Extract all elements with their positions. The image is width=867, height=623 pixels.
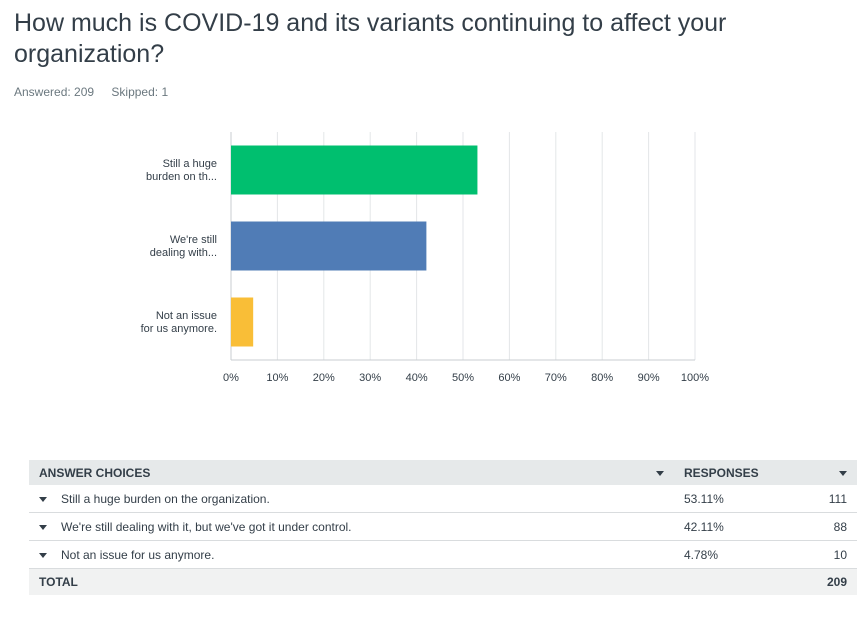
answer-table: ANSWER CHOICES RESPONSES Still a huge bu… — [29, 460, 857, 595]
x-tick-label: 20% — [313, 372, 335, 384]
percent-cell: 53.11% — [674, 485, 784, 513]
category-label: dealing with... — [150, 247, 217, 259]
total-spacer — [674, 568, 784, 595]
sort-responses-icon[interactable] — [839, 470, 847, 476]
category-label: We're still — [170, 234, 217, 246]
percent-cell: 42.11% — [674, 512, 784, 541]
table-row: We're still dealing with it, but we've g… — [29, 512, 857, 541]
bar — [231, 145, 478, 195]
count-cell: 88 — [783, 512, 857, 541]
x-tick-label: 10% — [266, 372, 288, 384]
percent-cell: 4.78% — [674, 540, 784, 569]
bar-chart: 0% 10% 20% 30% 40% 50% 60% 70% 80% 90% 100% Still a… — [141, 132, 709, 384]
x-tick-label: 30% — [359, 372, 381, 384]
x-tick-label: 60% — [498, 372, 520, 384]
question-title: How much is COVID-19 and its variants co… — [14, 9, 727, 68]
skipped-count: Skipped: 1 — [111, 85, 169, 99]
total-row: TOTAL 209 — [29, 568, 857, 595]
count-cell: 111 — [783, 485, 857, 513]
choice-label: We're still dealing with it, but we've g… — [61, 519, 352, 534]
category-label: Still a huge — [163, 158, 217, 170]
expand-row-icon[interactable] — [39, 496, 47, 502]
total-count: 209 — [783, 568, 857, 595]
total-label: TOTAL — [29, 568, 674, 595]
choice-cell: Not an issue for us anymore. — [29, 540, 674, 569]
bar — [231, 297, 254, 347]
response-stats: Answered: 209 Skipped: 1 — [14, 85, 168, 99]
category-label: Not an issue — [156, 310, 217, 322]
x-tick-label: 80% — [591, 372, 613, 384]
table-row: Not an issue for us anymore. 4.78% 10 — [29, 540, 857, 569]
answer-choices-header-label: ANSWER CHOICES — [39, 465, 151, 480]
sort-choices-icon[interactable] — [656, 470, 664, 476]
answer-choices-header[interactable]: ANSWER CHOICES — [29, 460, 674, 485]
category-label: burden on th... — [146, 171, 217, 183]
x-tick-label: 50% — [452, 372, 474, 384]
category-label: for us anymore. — [141, 323, 217, 335]
x-tick-label: 40% — [406, 372, 428, 384]
responses-header[interactable]: RESPONSES — [674, 460, 857, 485]
x-tick-label: 90% — [638, 372, 660, 384]
choice-label: Not an issue for us anymore. — [61, 547, 215, 562]
table-header-row: ANSWER CHOICES RESPONSES — [29, 460, 857, 485]
answered-count: Answered: 209 — [14, 85, 95, 99]
choice-label: Still a huge burden on the organization. — [61, 491, 270, 506]
x-tick-label: 100% — [681, 372, 709, 384]
choice-cell: Still a huge burden on the organization. — [29, 485, 674, 513]
table-row: Still a huge burden on the organization.… — [29, 485, 857, 513]
count-cell: 10 — [783, 540, 857, 569]
bar — [231, 221, 427, 271]
x-tick-label: 0% — [223, 372, 239, 384]
x-tick-label: 70% — [545, 372, 567, 384]
expand-row-icon[interactable] — [39, 552, 47, 558]
expand-row-icon[interactable] — [39, 524, 47, 530]
responses-header-label: RESPONSES — [684, 465, 759, 480]
choice-cell: We're still dealing with it, but we've g… — [29, 512, 674, 541]
